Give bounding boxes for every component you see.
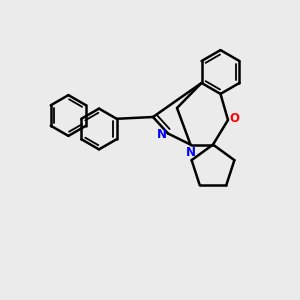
- Text: N: N: [186, 146, 196, 160]
- Text: N: N: [157, 128, 167, 142]
- Text: O: O: [230, 112, 240, 125]
